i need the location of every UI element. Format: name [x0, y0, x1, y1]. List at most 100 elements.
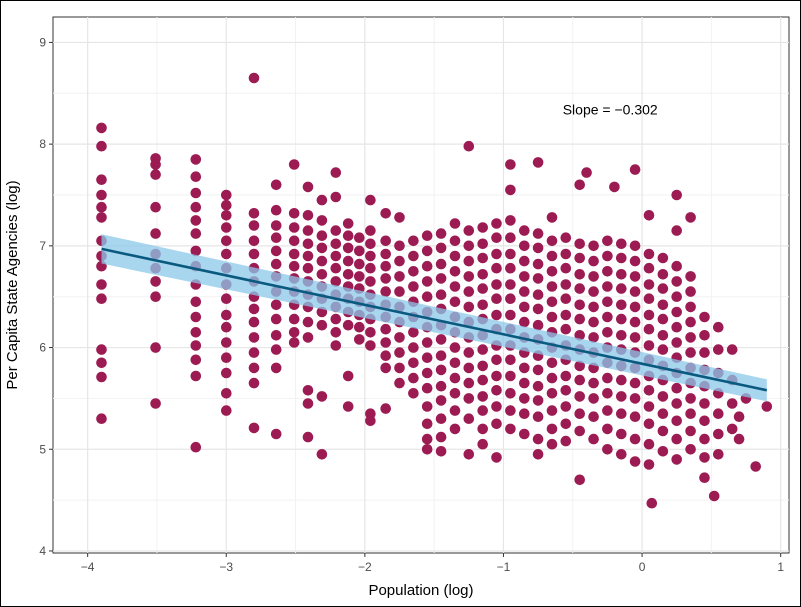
data-point — [629, 332, 641, 343]
data-point — [421, 352, 433, 364]
data-point — [435, 395, 447, 406]
data-point — [602, 372, 613, 384]
data-point — [685, 332, 696, 343]
data-point — [270, 232, 282, 243]
data-point — [532, 395, 544, 406]
data-point — [574, 179, 585, 191]
data-point — [96, 413, 107, 425]
data-point — [588, 393, 599, 404]
data-point — [505, 388, 516, 399]
data-point — [449, 296, 461, 308]
data-point — [491, 248, 502, 260]
data-point — [302, 398, 314, 409]
data-point — [365, 238, 376, 250]
data-point — [532, 319, 544, 331]
data-point — [519, 255, 530, 267]
data-point — [330, 327, 342, 338]
data-point — [380, 362, 392, 374]
x-axis-label: Population (log) — [368, 582, 473, 599]
data-point — [643, 401, 655, 412]
data-point — [505, 423, 516, 435]
data-point — [394, 347, 405, 358]
data-point — [408, 342, 419, 353]
data-point — [96, 344, 107, 355]
data-point — [421, 260, 433, 272]
data-point — [671, 415, 682, 427]
data-point — [532, 258, 544, 270]
data-point — [408, 357, 419, 369]
data-point — [96, 279, 107, 290]
data-point — [616, 428, 627, 440]
data-point — [643, 248, 655, 260]
data-point — [726, 398, 738, 409]
data-point — [574, 391, 585, 402]
data-point — [435, 350, 447, 362]
data-point — [342, 401, 354, 412]
y-tick-label: 7 — [39, 239, 46, 253]
fit-line-group — [101, 234, 768, 402]
data-point — [560, 262, 572, 274]
data-point — [380, 273, 392, 284]
data-point — [190, 187, 202, 199]
data-point — [477, 299, 489, 311]
data-point — [546, 266, 558, 277]
data-point — [657, 446, 669, 457]
data-point — [671, 260, 682, 272]
data-point — [685, 286, 696, 297]
data-point — [330, 191, 342, 203]
data-point — [629, 286, 641, 297]
data-point — [408, 235, 419, 247]
data-point — [248, 422, 260, 434]
data-point — [248, 316, 260, 328]
data-point — [532, 411, 544, 423]
data-point — [394, 212, 405, 223]
data-point — [657, 313, 669, 325]
y-tick-label: 4 — [39, 544, 46, 558]
data-point — [477, 374, 489, 386]
data-point — [574, 360, 585, 372]
data-point — [150, 169, 161, 180]
data-point — [491, 385, 502, 396]
data-point — [477, 405, 489, 416]
data-point — [560, 418, 572, 430]
data-point — [221, 248, 232, 260]
data-point — [190, 327, 202, 338]
data-point — [270, 330, 282, 341]
data-point — [330, 167, 342, 178]
data-point — [365, 340, 376, 351]
x-tick-label: −2 — [358, 560, 372, 574]
data-point — [574, 374, 585, 386]
data-point — [505, 232, 516, 243]
data-point — [699, 415, 710, 427]
data-point — [288, 337, 300, 348]
y-tick-label: 8 — [39, 137, 46, 151]
data-point — [588, 301, 599, 313]
data-point — [560, 323, 572, 335]
data-point — [449, 423, 461, 435]
data-point — [96, 357, 107, 369]
data-point — [421, 401, 433, 412]
data-point — [316, 255, 328, 267]
data-point — [609, 181, 620, 193]
data-point — [354, 334, 365, 345]
data-point — [733, 433, 745, 445]
data-point — [671, 225, 682, 236]
data-point — [96, 122, 107, 134]
data-point — [505, 370, 516, 382]
data-point — [699, 452, 710, 463]
data-point — [96, 293, 107, 305]
data-point — [150, 159, 161, 170]
data-point — [602, 266, 613, 277]
data-point — [150, 398, 161, 409]
y-tick-label: 5 — [39, 442, 46, 456]
data-point — [248, 235, 260, 247]
data-point — [190, 354, 202, 366]
data-point — [671, 291, 682, 303]
data-point — [713, 321, 724, 333]
data-point — [546, 357, 558, 369]
data-point — [629, 393, 641, 404]
data-point — [190, 171, 202, 182]
data-point — [342, 269, 354, 280]
data-point — [463, 271, 475, 282]
data-point — [421, 367, 433, 379]
